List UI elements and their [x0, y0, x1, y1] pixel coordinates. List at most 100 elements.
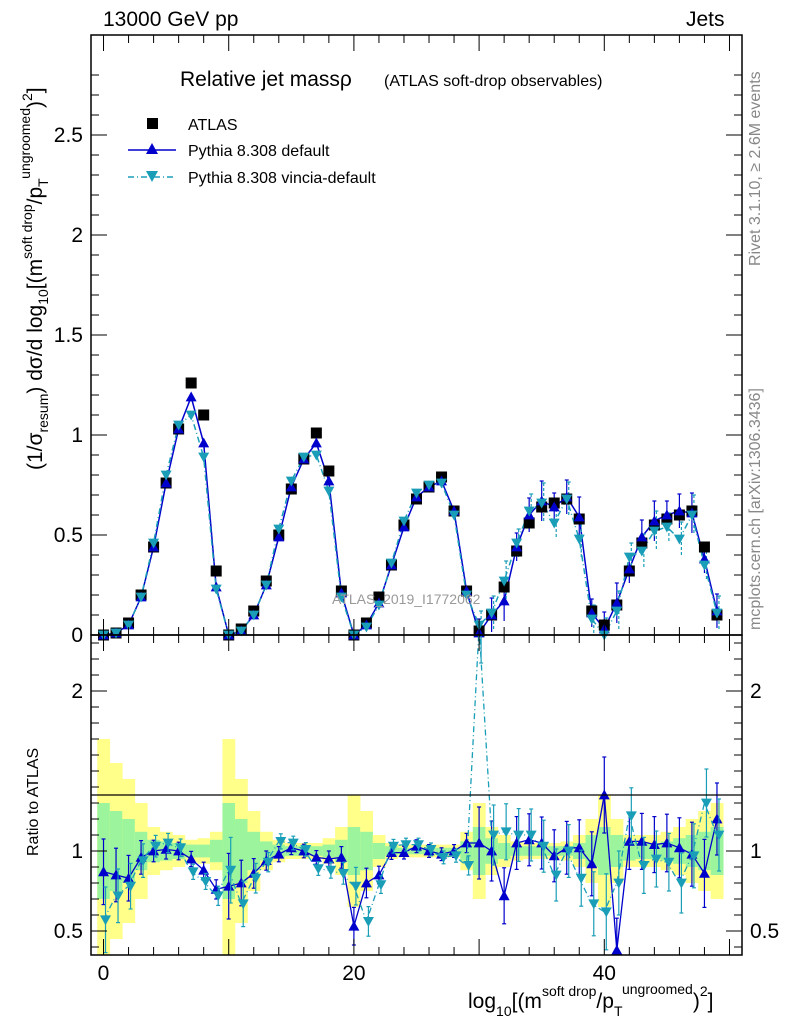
- vincia-point: [198, 452, 210, 463]
- vincia-point: [385, 558, 397, 569]
- ratio-default-point: [711, 813, 723, 824]
- vincia-point: [173, 420, 185, 431]
- ratio-vincia-point: [500, 827, 512, 838]
- svg-text:log10[(msoft drop/pTungroomed): log10[(msoft drop/pTungroomed)2]: [468, 981, 713, 1019]
- x-axis-label: log10[(msoft drop/pTungroomed)2]: [468, 981, 713, 1019]
- ratio-vincia-point: [688, 851, 700, 862]
- legend: ATLAS Pythia 8.308 default Pythia 8.308 …: [128, 117, 376, 187]
- vincia-point: [235, 626, 247, 637]
- atlas-point: [185, 377, 197, 389]
- legend-vincia-marker: [146, 171, 158, 182]
- ratio-default-point: [148, 845, 160, 856]
- ratio-band-green: [209, 839, 223, 863]
- vincia-point: [285, 476, 297, 487]
- ratio-default-point: [360, 877, 372, 888]
- atlas-point: [198, 409, 210, 421]
- ratio-default-point: [548, 850, 560, 861]
- ratio-vincia-point: [513, 830, 525, 841]
- atlas-point: [310, 427, 322, 439]
- ratio-plot-series: [98, 635, 725, 955]
- header-right: Jets: [686, 8, 725, 31]
- ratio-default-point: [698, 867, 710, 878]
- ratio-vincia-point: [400, 840, 412, 851]
- ratio-vincia-point: [613, 878, 625, 889]
- vincia-point: [148, 538, 160, 549]
- vincia-point: [523, 506, 535, 517]
- header-left: 13000 GeV pp: [103, 8, 239, 31]
- vincia-point: [123, 620, 135, 631]
- ratio-vincia-point: [425, 845, 437, 855]
- x-tick-label: 0: [98, 962, 110, 985]
- vincia-point: [511, 538, 523, 549]
- vincia-point: [310, 450, 322, 461]
- ratio-vincia-point: [225, 865, 237, 876]
- ratio-vincia-point: [588, 899, 600, 910]
- ratio-vincia-point: [187, 867, 199, 878]
- default-point: [198, 437, 210, 448]
- vincia-point: [661, 522, 673, 533]
- atlas-point: [498, 581, 510, 593]
- ratio-default-point: [673, 842, 685, 853]
- ratio-default-point: [348, 920, 360, 931]
- vincia-point: [698, 560, 710, 571]
- ratio-vincia-point: [538, 841, 550, 852]
- ratio-vincia-point: [625, 811, 637, 822]
- ratio-band-green: [347, 827, 361, 875]
- vincia-point: [711, 608, 723, 619]
- ratio-vincia-point: [450, 851, 462, 862]
- vincia-point: [486, 608, 498, 619]
- ratio-vincia-point: [713, 830, 725, 841]
- atlas-point: [210, 565, 222, 577]
- ratio-vincia-point: [125, 881, 137, 892]
- ratio-default-point: [335, 851, 347, 862]
- ratio-vincia-point: [200, 877, 212, 887]
- ratio-default-point: [98, 866, 110, 877]
- ratio-vincia-point: [162, 838, 174, 849]
- atlas-point: [523, 517, 535, 529]
- ratio-y-tick-label-right: 1: [750, 840, 762, 863]
- ratio-default-point: [385, 847, 397, 857]
- ratio-vincia-point: [362, 917, 374, 927]
- atlas-point: [698, 541, 710, 553]
- main-y-tick-label: 2.5: [54, 124, 83, 147]
- atlas-point: [373, 591, 385, 603]
- main-y-tick-label: 2: [71, 224, 83, 247]
- default-point: [498, 595, 510, 606]
- vincia-point: [373, 600, 385, 611]
- ratio-vincia-point: [262, 857, 274, 868]
- vincia-point: [273, 524, 285, 535]
- ratio-default-point: [611, 944, 623, 955]
- default-point: [323, 475, 335, 486]
- ratio-vincia-point: [137, 856, 149, 867]
- ratio-default-point: [661, 837, 673, 848]
- default-point: [611, 597, 623, 608]
- plot-subtitle: (ATLAS soft-drop observables): [384, 73, 602, 90]
- ratio-y-tick-label-right: 0.5: [750, 920, 779, 943]
- ratio-vincia-point: [463, 861, 475, 871]
- ratio-band-green: [122, 819, 136, 883]
- vincia-point: [573, 534, 585, 545]
- ratio-band-green: [234, 819, 248, 883]
- x-tick-label: 40: [593, 962, 616, 985]
- ratio-y-axis-label: Ratio to ATLAS: [25, 748, 42, 856]
- ratio-band-green: [372, 843, 386, 859]
- ratio-default-point: [110, 869, 122, 880]
- ratio-vincia-point: [250, 873, 262, 884]
- axes-ticks: 0 0.5 1 1.5 2 2.5 0 20 40 0.5 0.5 1 1 2 2: [54, 35, 779, 985]
- vincia-point: [248, 610, 260, 621]
- x-tick-label: 20: [342, 962, 365, 985]
- ratio-default-point: [473, 837, 485, 848]
- ratio-vincia-point: [150, 841, 162, 852]
- ratio-default-point: [235, 877, 247, 888]
- ratio-band-green: [247, 831, 261, 871]
- ratio-vincia-point: [675, 878, 687, 889]
- vincia-point: [498, 576, 510, 587]
- default-point: [185, 391, 197, 402]
- ratio-default-point: [523, 834, 535, 845]
- ratio-vincia-point: [525, 830, 537, 841]
- vincia-point: [210, 584, 222, 595]
- legend-atlas-marker: [147, 118, 158, 129]
- analysis-watermark: ATLAS_2019_I1772062: [332, 591, 481, 607]
- ratio-vincia-point: [325, 865, 337, 876]
- default-point: [160, 477, 172, 488]
